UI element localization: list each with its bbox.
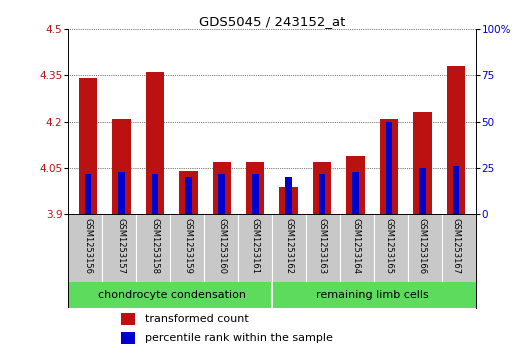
Text: GSM1253159: GSM1253159 — [184, 218, 193, 274]
Text: GSM1253161: GSM1253161 — [251, 218, 260, 274]
Bar — [112, 119, 131, 215]
Bar — [385, 122, 392, 215]
Text: GSM1253156: GSM1253156 — [84, 218, 93, 274]
Text: chondrocyte condensation: chondrocyte condensation — [98, 290, 246, 300]
Text: GSM1253160: GSM1253160 — [217, 218, 226, 274]
Text: GSM1253166: GSM1253166 — [418, 218, 427, 274]
Bar — [313, 162, 331, 215]
Bar — [346, 156, 365, 215]
Text: percentile rank within the sample: percentile rank within the sample — [145, 333, 333, 343]
Bar — [118, 172, 125, 215]
Text: GSM1253165: GSM1253165 — [384, 218, 393, 274]
Bar — [452, 166, 459, 215]
Bar — [219, 174, 225, 215]
Bar — [152, 174, 158, 215]
Title: GDS5045 / 243152_at: GDS5045 / 243152_at — [199, 15, 345, 28]
Text: GSM1253158: GSM1253158 — [151, 218, 160, 274]
Bar — [85, 174, 92, 215]
Bar — [352, 172, 359, 215]
Text: remaining limb cells: remaining limb cells — [316, 290, 429, 300]
Text: GSM1253167: GSM1253167 — [451, 218, 460, 274]
Bar — [279, 187, 298, 215]
Bar — [121, 332, 135, 344]
Bar — [179, 171, 198, 215]
Bar — [185, 178, 192, 215]
Bar — [252, 174, 258, 215]
Text: GSM1253163: GSM1253163 — [317, 218, 327, 274]
Bar — [246, 162, 265, 215]
Bar — [319, 174, 325, 215]
Bar — [146, 72, 164, 215]
Text: GSM1253162: GSM1253162 — [284, 218, 293, 274]
Bar — [79, 78, 97, 215]
Bar — [413, 113, 431, 215]
Text: GSM1253164: GSM1253164 — [351, 218, 360, 274]
Bar — [121, 313, 135, 325]
Bar — [447, 66, 465, 215]
Bar — [419, 168, 426, 215]
Bar — [213, 162, 231, 215]
Text: transformed count: transformed count — [145, 314, 249, 324]
Bar — [286, 178, 292, 215]
Text: GSM1253157: GSM1253157 — [117, 218, 126, 274]
Bar — [380, 119, 398, 215]
